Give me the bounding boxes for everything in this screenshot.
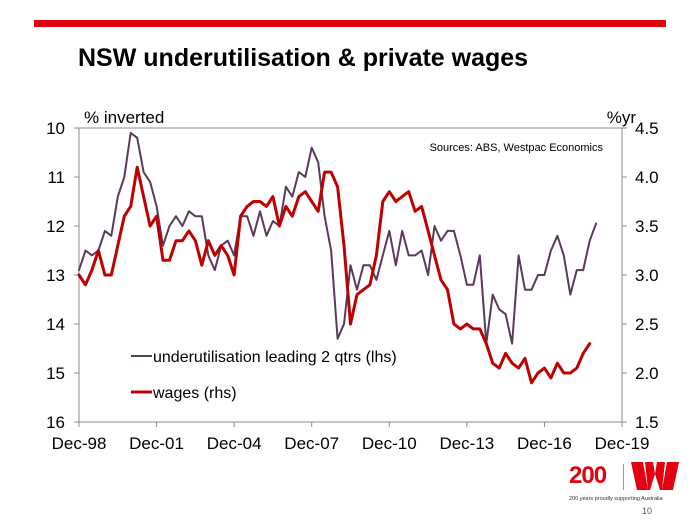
right-axis-tick-label: 2.5 <box>635 315 659 334</box>
series-line-wages <box>77 165 592 385</box>
logo-divider <box>623 464 624 490</box>
left-axis-label: % inverted <box>84 108 164 127</box>
chart-text-layer: 10 11 12 13 14 15 16 1.5 2.0 2.5 3.0 3.5 4.0 4.5 Dec-9… <box>46 108 659 453</box>
series-layer <box>77 131 598 385</box>
right-axis-tick-label: 3.0 <box>635 266 659 285</box>
x-axis-tick-label: Dec-16 <box>517 434 572 453</box>
right-axis-tick-label: 1.5 <box>635 413 659 432</box>
x-axis-tick-label: Dec-19 <box>595 434 650 453</box>
left-axis-tick-label: 10 <box>46 119 65 138</box>
left-axis-tick-label: 14 <box>46 315 65 334</box>
x-axis-tick-label: Dec-13 <box>439 434 494 453</box>
logo-200-number: 200 <box>569 462 607 489</box>
right-axis-label: %yr <box>607 108 637 127</box>
left-axis-tick-label: 13 <box>46 266 65 285</box>
left-axis-tick-label: 15 <box>46 364 65 383</box>
left-axis-tick-label: 12 <box>46 217 65 236</box>
right-axis-tick-label: 4.5 <box>635 119 659 138</box>
x-axis-tick-label: Dec-01 <box>129 434 184 453</box>
x-axis-tick-label: Dec-98 <box>52 434 107 453</box>
westpac-200-logo: 200 200 years proudly supporting Austral… <box>565 462 685 512</box>
westpac-w-icon <box>631 462 679 490</box>
top-accent-bar <box>34 20 666 27</box>
source-note: Sources: ABS, Westpac Economics <box>430 142 604 154</box>
series-line-underutilisation <box>78 131 598 345</box>
page-number: 10 <box>642 506 653 516</box>
right-axis-tick-label: 3.5 <box>635 217 659 236</box>
legend-label: underutilisation leading 2 qtrs (lhs) <box>153 349 397 366</box>
left-axis-tick-label: 11 <box>47 168 65 187</box>
x-axis-tick-label: Dec-10 <box>362 434 417 453</box>
x-axis-tick-label: Dec-07 <box>284 434 339 453</box>
left-axis-tick-label: 16 <box>46 413 65 432</box>
legend-label: wages (rhs) <box>152 385 237 402</box>
x-axis-tick-label: Dec-04 <box>207 434 262 453</box>
axes <box>74 127 627 427</box>
right-axis-tick-label: 4.0 <box>635 168 659 187</box>
right-axis-tick-label: 2.0 <box>635 364 659 383</box>
slide-title: NSW underutilisation & private wages <box>78 44 529 72</box>
logo-tagline: 200 years proudly supporting Australia <box>569 496 663 502</box>
